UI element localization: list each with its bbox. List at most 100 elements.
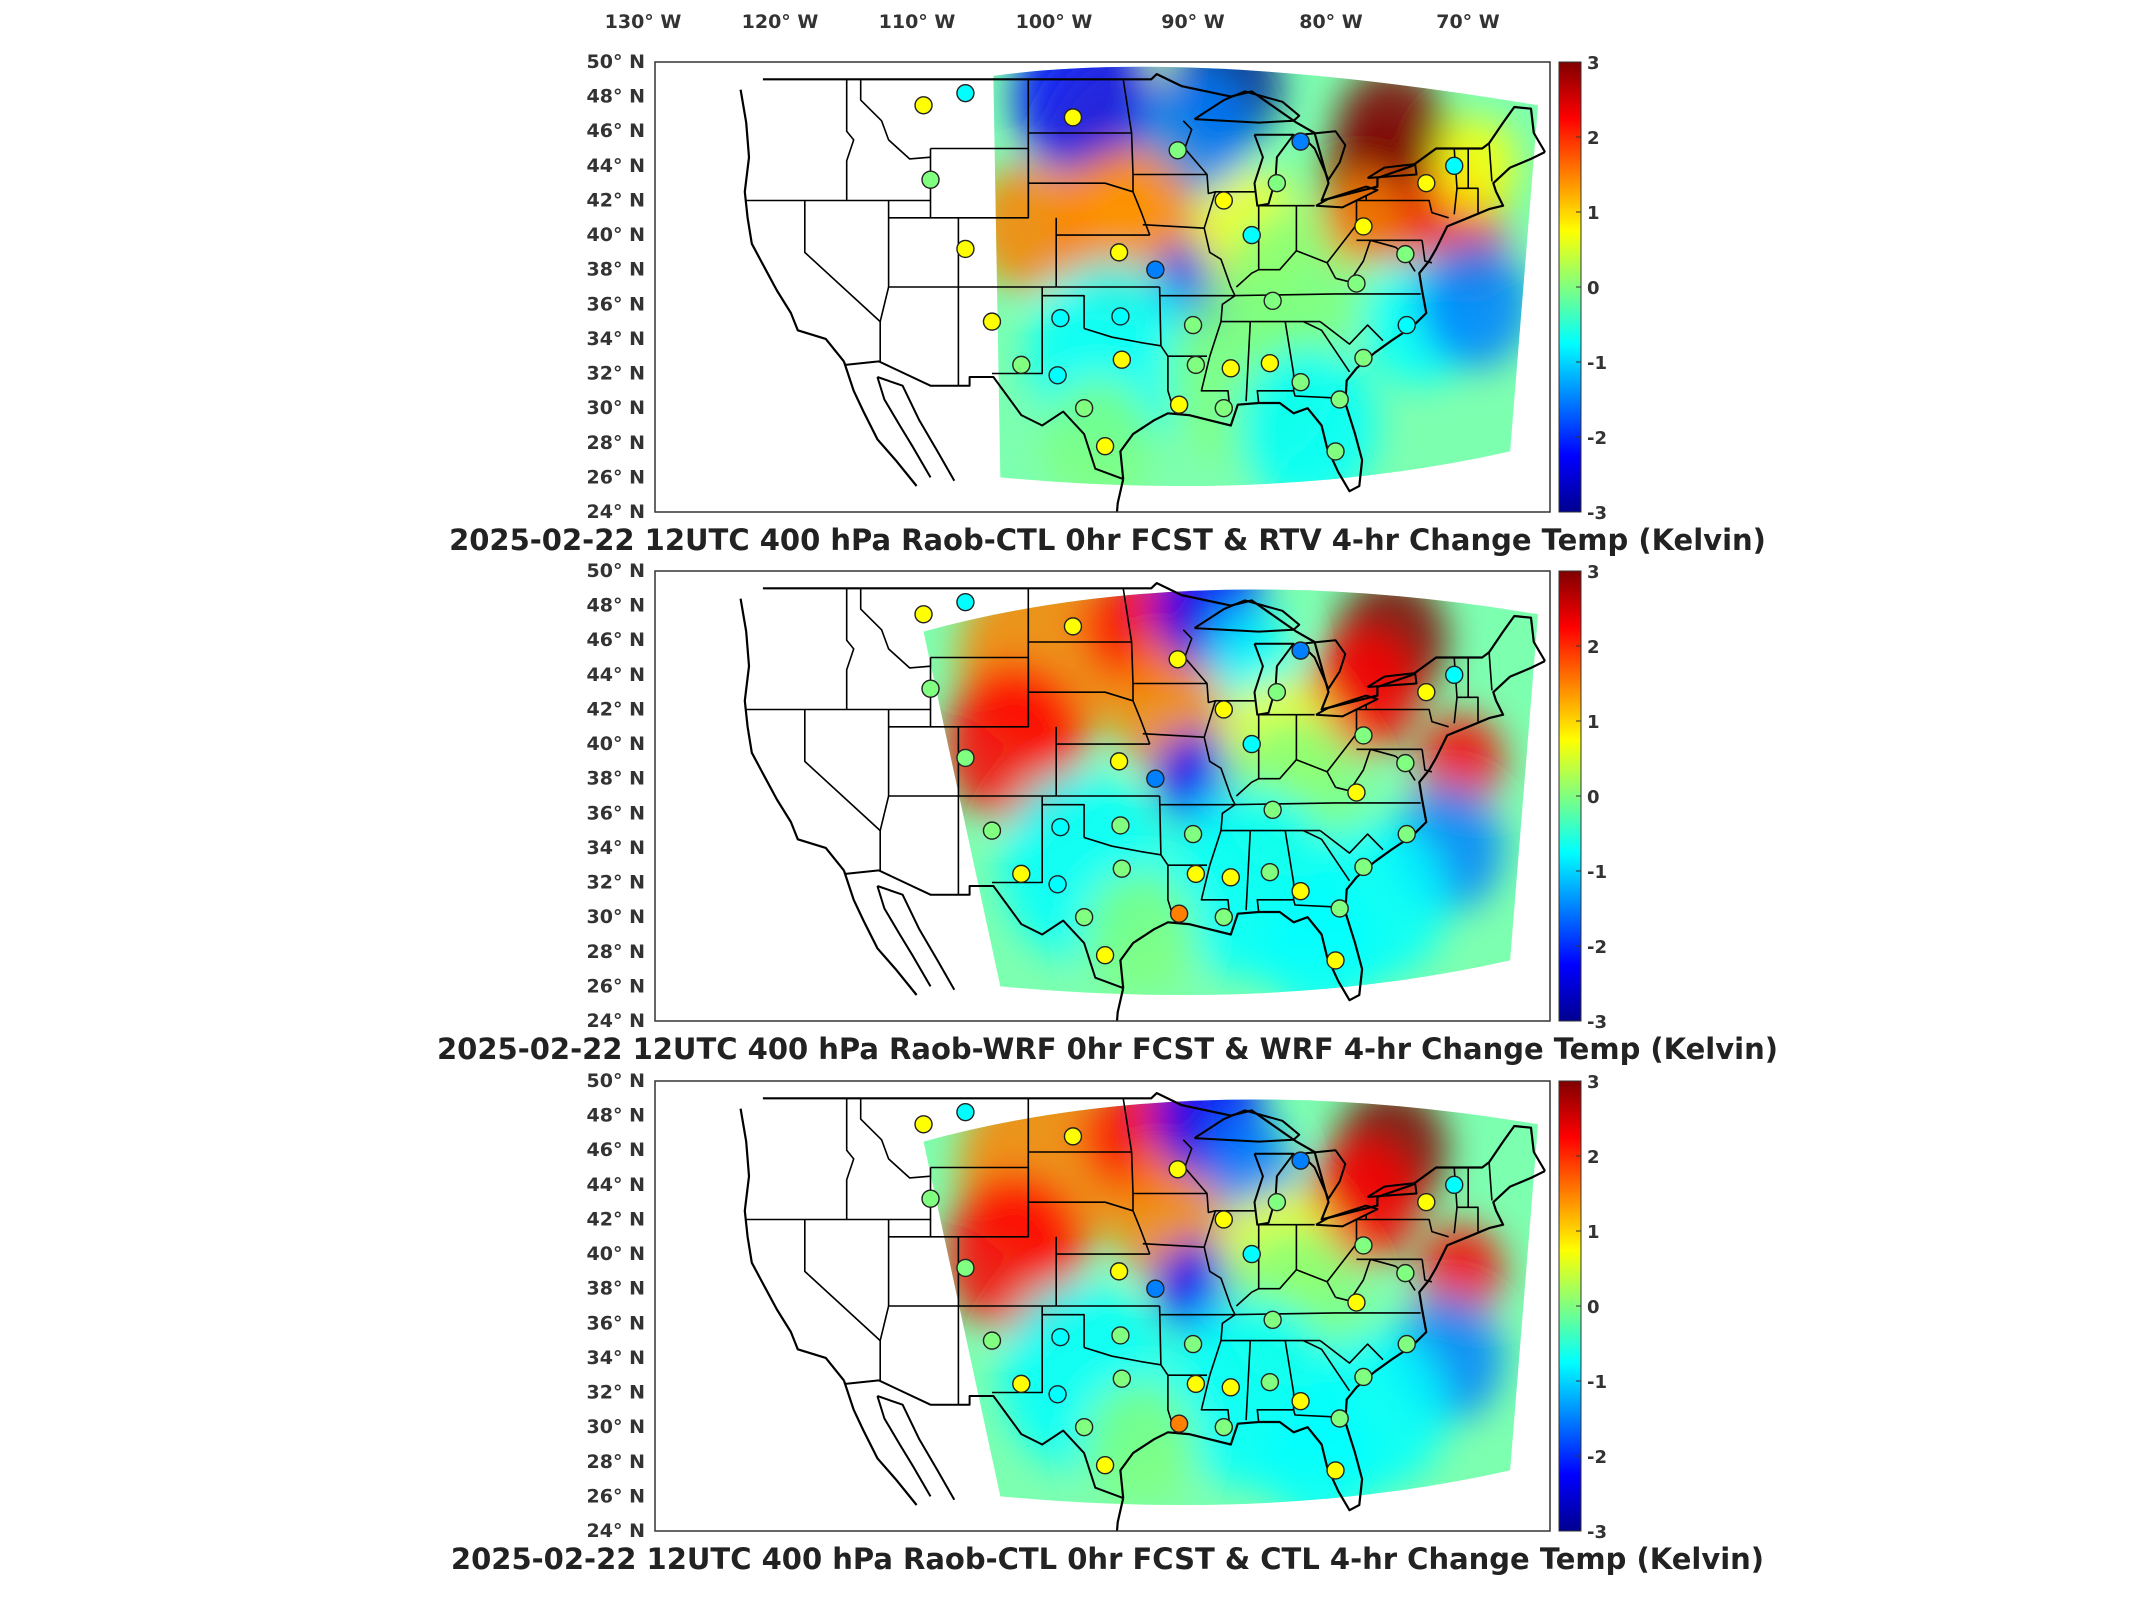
coastline	[876, 885, 932, 987]
geography	[739, 581, 1546, 1021]
raob-station-marker	[1396, 753, 1415, 773]
map-frame	[654, 1080, 1551, 1532]
raob-station-marker	[1169, 395, 1189, 414]
colorbar-tick-label: -1	[1587, 353, 1607, 374]
raob-station-marker	[1169, 1414, 1189, 1433]
state-border	[1042, 803, 1085, 838]
raob-station-marker	[1012, 1374, 1031, 1394]
latitude-axis: 50° N 48° N 46° N 44° N 42° N 40° N 38° N 36° N…	[587, 1070, 645, 1542]
raob-station-marker	[1146, 1279, 1165, 1298]
raob-station-marker	[1146, 260, 1165, 279]
raob-station-marker	[1183, 824, 1203, 844]
coastline	[1115, 987, 1125, 1021]
latitude-tick-label: 30° N	[587, 906, 645, 928]
raob-station-marker	[1330, 390, 1349, 409]
latitude-tick-label: 46° N	[587, 120, 645, 142]
lake-outline	[1367, 163, 1418, 179]
panel-title: 2025-02-22 12UTC 400 hPa Raob-CTL 0hr FC…	[449, 523, 1766, 557]
state-border	[1258, 1268, 1337, 1298]
state-border	[992, 1306, 1043, 1394]
coastline	[877, 376, 956, 482]
raob-station-marker	[1445, 1175, 1464, 1195]
raob-station-marker	[956, 83, 975, 103]
raob-station-marker	[1109, 243, 1129, 262]
coastline	[877, 885, 956, 991]
state-border	[1028, 182, 1134, 193]
lake-outline	[1253, 133, 1295, 207]
latitude-tick-label: 44° N	[587, 155, 645, 177]
raob-station-marker	[1168, 141, 1187, 160]
raob-station-marker	[1221, 359, 1240, 378]
longitude-tick-label: 80° W	[1299, 11, 1363, 33]
state-border	[803, 1219, 881, 1342]
raob-station-marker	[1214, 1210, 1233, 1229]
temperature-change-field	[993, 66, 1539, 487]
latitude-tick-label: 42° N	[587, 1208, 645, 1230]
coastline	[842, 361, 918, 487]
state-border	[1203, 1210, 1217, 1248]
state-border	[1335, 239, 1396, 283]
coastline	[739, 598, 845, 872]
latitude-tick-label: 34° N	[587, 328, 645, 350]
raob-station-marker	[956, 1102, 975, 1122]
lake-outline	[1193, 599, 1301, 633]
lake-outline	[1193, 90, 1301, 124]
latitude-tick-label: 24° N	[587, 1010, 645, 1032]
state-border	[992, 796, 1043, 884]
state-border	[1421, 240, 1433, 264]
coastline	[1119, 660, 1546, 1002]
raob-station-marker	[1214, 1417, 1233, 1437]
raob-station-marker	[914, 605, 933, 624]
lake-outline	[1253, 642, 1295, 716]
map-frame	[654, 570, 1551, 1022]
national-border	[762, 72, 1546, 202]
raob-station-marker	[1291, 372, 1310, 392]
colorbar-tick-label: 2	[1587, 128, 1600, 149]
map-panel: 50° N 48° N 46° N 44° N 42° N 40° N 38° N 36° N…	[449, 51, 1766, 557]
raob-station-marker	[1267, 1192, 1287, 1212]
raob-station-marker	[1183, 315, 1203, 335]
colorbar-tick-label: -2	[1587, 428, 1607, 449]
raob-station-marker	[1354, 726, 1373, 745]
map-panel: 50° N 48° N 46° N 44° N 42° N 40° N 38° N 36° N…	[437, 560, 1778, 1066]
raob-station-marker	[1242, 734, 1261, 754]
anomaly-region	[1307, 628, 1420, 757]
latitude-tick-label: 44° N	[587, 664, 645, 686]
latitude-tick-label: 38° N	[587, 768, 645, 790]
latitude-tick-label: 32° N	[587, 1382, 645, 1404]
state-border	[992, 287, 1043, 375]
state-border	[1083, 1346, 1162, 1366]
latitude-tick-label: 36° N	[587, 1312, 645, 1334]
state-border	[1303, 1339, 1351, 1392]
raob-station-marker	[1291, 1151, 1310, 1170]
colorbar-tick-label: -1	[1587, 862, 1607, 883]
raob-station-marker	[1242, 1244, 1261, 1264]
latitude-tick-label: 48° N	[587, 86, 645, 108]
raob-station-marker	[956, 592, 975, 612]
latitude-tick-label: 40° N	[587, 733, 645, 755]
state-border	[1122, 79, 1151, 236]
lake-outline	[1299, 130, 1347, 181]
raob-station-marker	[1354, 1236, 1373, 1255]
longitude-tick-label: 130° W	[605, 11, 682, 33]
latitude-tick-label: 50° N	[587, 560, 645, 582]
state-border	[1200, 1247, 1236, 1424]
coastline	[842, 1380, 918, 1506]
raob-station-marker	[914, 1115, 933, 1134]
raob-station-marker	[1051, 308, 1070, 328]
raob-station-marker	[1330, 1409, 1349, 1428]
state-border	[1142, 223, 1205, 229]
latitude-axis: 50° N 48° N 46° N 44° N 42° N 40° N 38° N 36° N…	[587, 51, 645, 523]
state-border	[1245, 321, 1252, 402]
raob-station-marker	[1417, 1192, 1436, 1212]
anomaly-region	[1419, 240, 1532, 369]
raob-station-marker	[1291, 1391, 1310, 1411]
raob-station-marker	[921, 679, 940, 698]
latitude-tick-label: 48° N	[587, 1105, 645, 1127]
state-border	[803, 709, 881, 832]
colorbar: 3 2 1 0 -1 -2 -3	[1558, 562, 1607, 1033]
raob-station-marker	[1263, 291, 1282, 311]
state-border	[1042, 1313, 1085, 1348]
state-border	[1230, 802, 1336, 806]
raob-station-marker	[1330, 899, 1349, 918]
